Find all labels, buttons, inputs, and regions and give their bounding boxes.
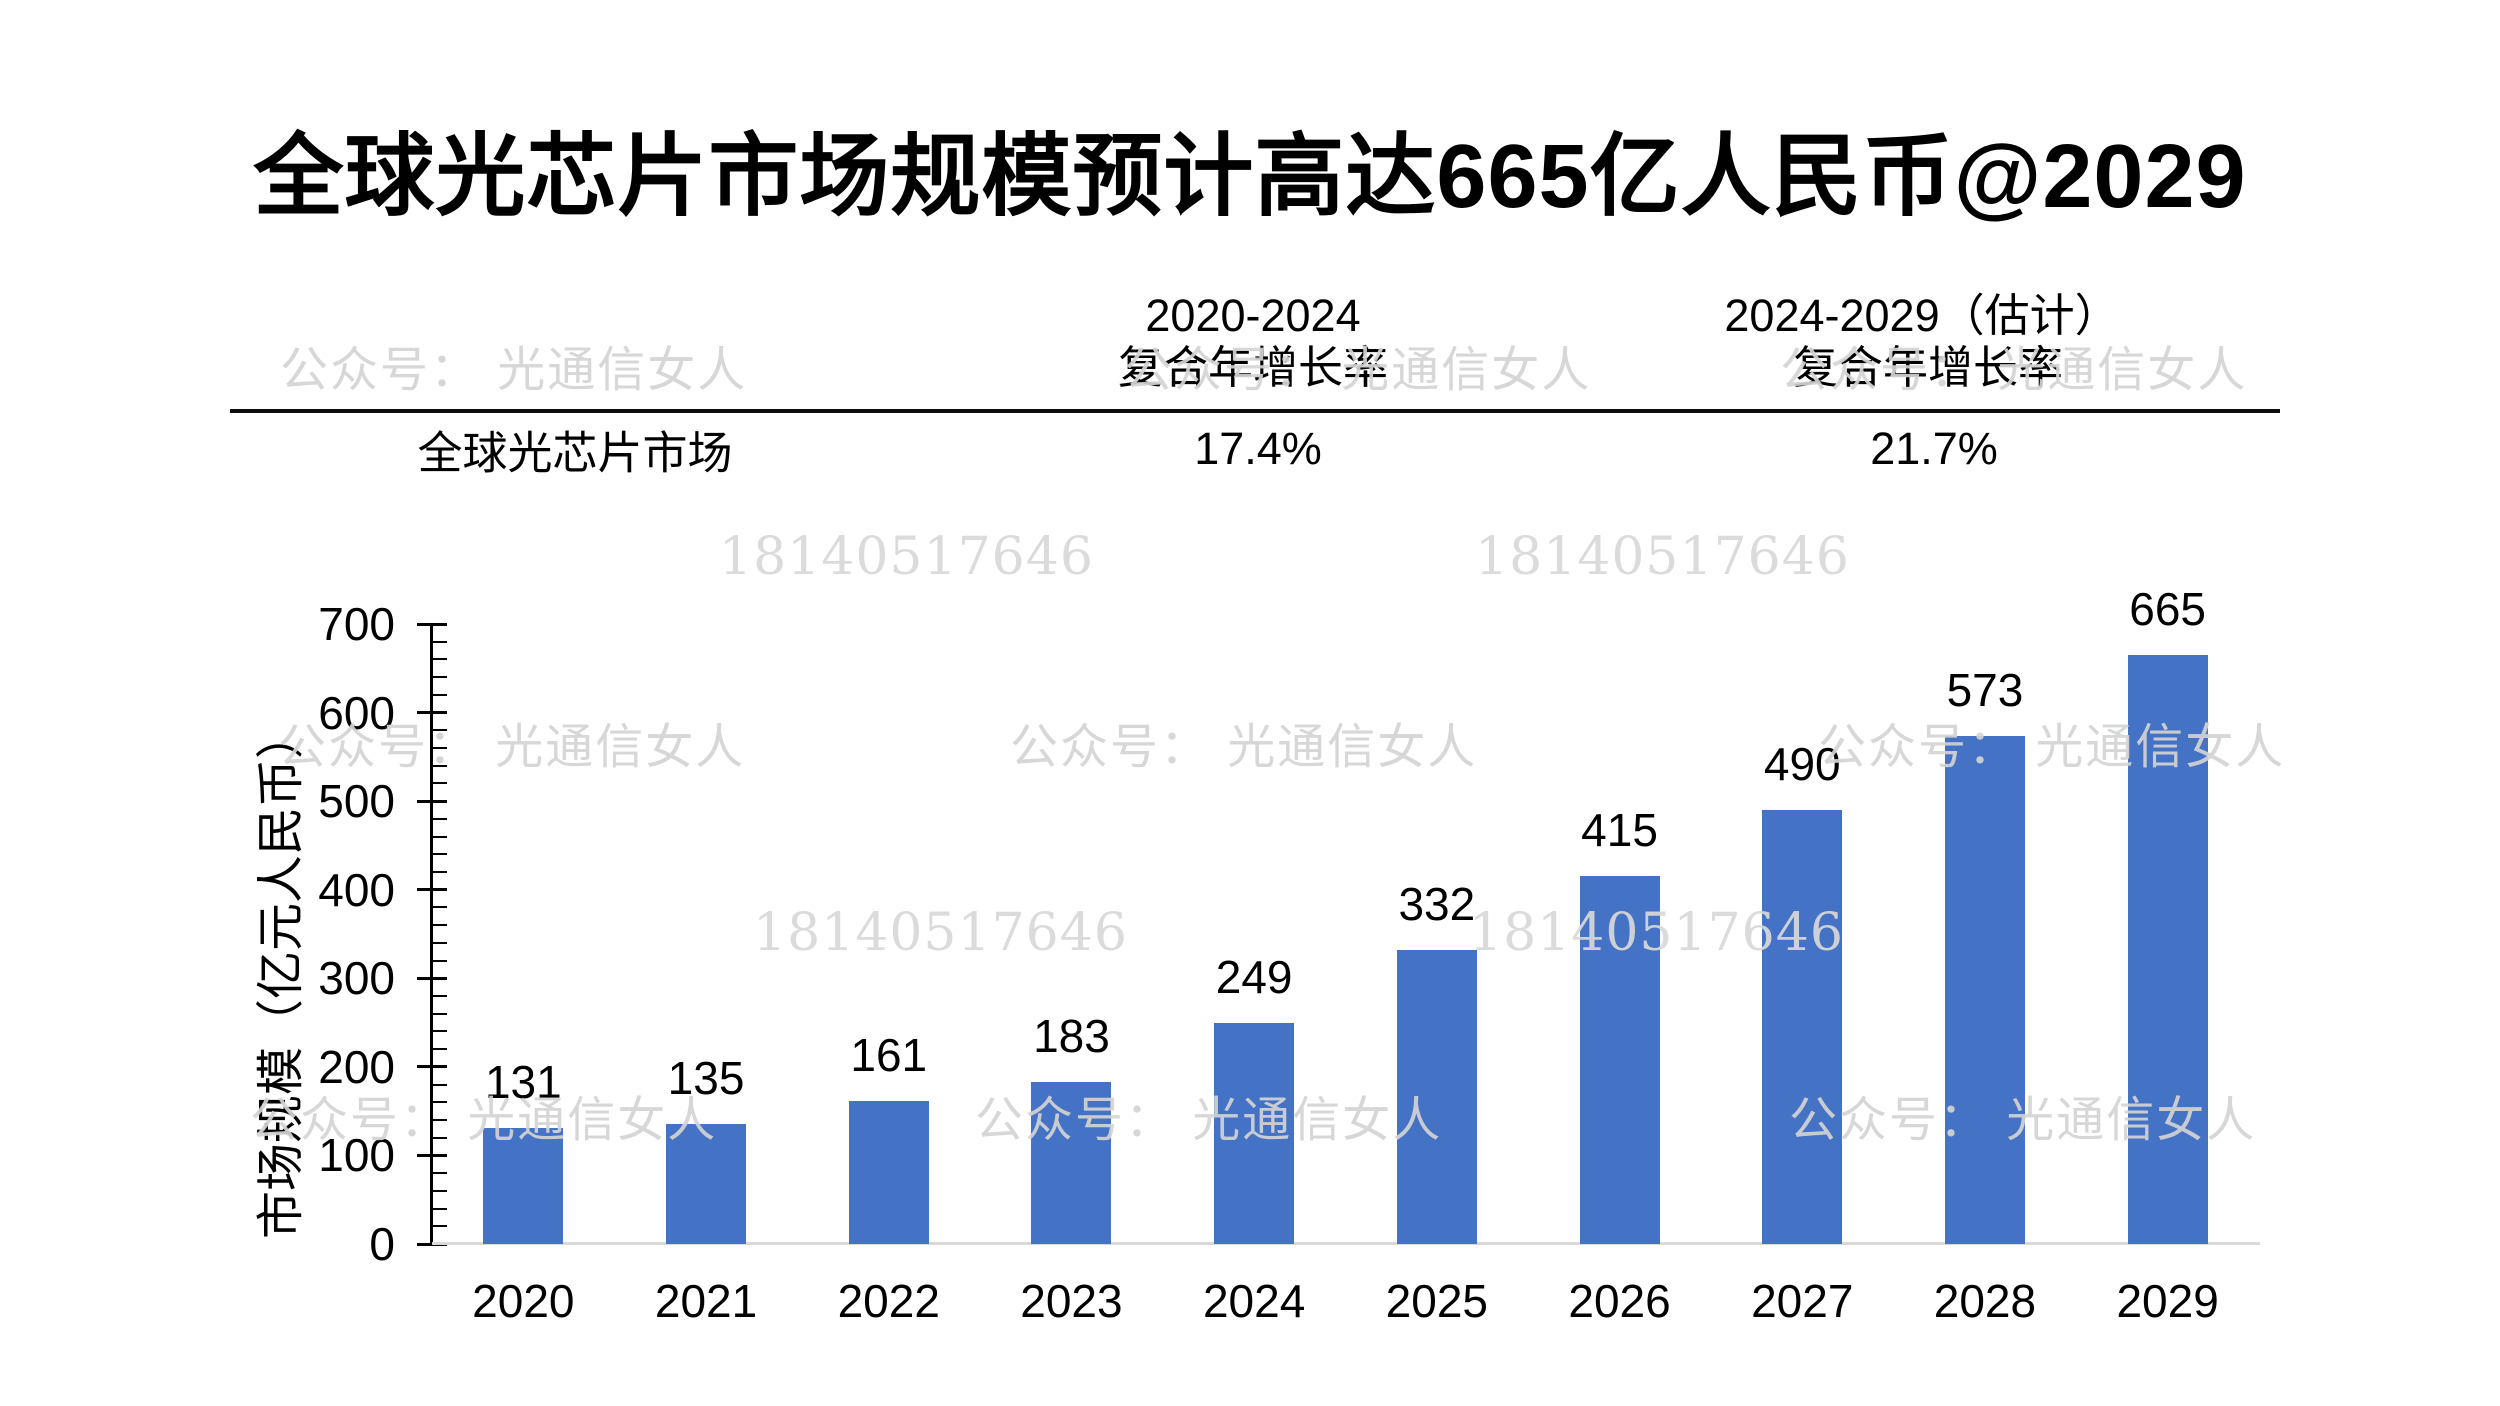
y-axis-line — [430, 624, 433, 1245]
table-col-header-2024-2029-line1: 2024-2029（估计） — [1724, 290, 2120, 341]
y-axis-minor-tick — [433, 782, 447, 785]
table-row-value-cagr-2024-2029: 21.7% — [1870, 423, 1998, 474]
y-axis-minor-tick — [433, 853, 447, 856]
y-axis-minor-tick — [433, 995, 447, 997]
table-col-header-2024-2029-line2: 复合年增长率 — [1792, 342, 2064, 393]
bar-2020 — [483, 1127, 564, 1244]
bar-value-label: 490 — [1763, 738, 1841, 790]
bar-2026 — [1579, 876, 1660, 1244]
y-axis-minor-tick — [433, 906, 447, 909]
y-axis-minor-tick — [433, 924, 447, 927]
y-axis-minor-tick — [433, 1172, 447, 1175]
x-axis-year-label: 2026 — [1568, 1275, 1671, 1327]
y-axis-major-tick — [417, 622, 447, 626]
bar-value-label: 249 — [1215, 951, 1293, 1004]
y-axis-tick-label: 400 — [318, 863, 395, 916]
y-axis-minor-tick — [433, 817, 447, 820]
y-axis-minor-tick — [433, 747, 447, 749]
bar-2025 — [1396, 949, 1477, 1244]
y-axis-major-tick — [417, 1153, 447, 1157]
bar-value-label: 665 — [2129, 583, 2207, 635]
bar-2027 — [1762, 810, 1843, 1244]
table-col-header-2020-2024-line2: 复合年增长率 — [1117, 342, 1389, 393]
x-axis-year-label: 2029 — [2116, 1275, 2219, 1327]
y-axis-minor-tick — [433, 693, 447, 696]
watermark-phone: 18140517646 — [1475, 527, 1850, 587]
x-axis-year-label: 2025 — [1385, 1275, 1489, 1327]
y-axis-major-tick — [417, 799, 447, 803]
y-axis-major-tick — [417, 976, 447, 980]
y-axis-major-tick — [417, 1065, 447, 1069]
watermark-account: 公众号： 光通信女人 — [280, 342, 748, 398]
y-axis-major-tick — [417, 711, 447, 715]
y-axis-tick-label: 500 — [318, 775, 395, 828]
bar-value-label: 332 — [1398, 877, 1476, 930]
y-axis-minor-tick — [433, 729, 447, 732]
bar-2029 — [2127, 655, 2208, 1244]
y-axis-minor-tick — [433, 1048, 447, 1051]
y-axis-tick-label: 600 — [318, 686, 395, 739]
bar-2024 — [1214, 1023, 1295, 1244]
y-axis-minor-tick — [433, 1225, 447, 1228]
x-axis-year-label: 2020 — [472, 1275, 575, 1327]
x-axis-year-label: 2028 — [1933, 1275, 2037, 1327]
bar-2022 — [848, 1101, 929, 1244]
x-axis-year-label: 2021 — [654, 1275, 758, 1327]
y-axis-minor-tick — [433, 764, 447, 767]
y-axis-tick-label: 300 — [318, 952, 395, 1005]
y-axis-minor-tick — [433, 658, 447, 661]
x-axis-year-label: 2024 — [1202, 1275, 1306, 1327]
x-axis-year-label: 2023 — [1020, 1275, 1123, 1327]
bar-2028 — [1944, 736, 2025, 1244]
y-axis-minor-tick — [433, 1136, 447, 1139]
x-axis-year-label: 2022 — [837, 1275, 940, 1327]
y-axis-minor-tick — [433, 871, 447, 873]
y-axis-minor-tick — [433, 1101, 447, 1104]
table-row-label: 全球光芯片市场 — [417, 427, 733, 479]
y-axis-minor-tick — [433, 1207, 447, 1210]
y-axis-minor-tick — [433, 1083, 447, 1086]
y-axis-tick-label: 0 — [369, 1218, 395, 1270]
bar-value-label: 161 — [850, 1029, 928, 1082]
bar-2021 — [666, 1124, 747, 1244]
table-row-value-cagr-2020-2024: 17.4% — [1194, 423, 1322, 474]
y-axis-title: 市场规模（亿元人民币） — [255, 710, 308, 1240]
y-axis-major-tick — [417, 888, 447, 892]
bar-value-label: 135 — [667, 1052, 745, 1105]
y-axis-minor-tick — [433, 1012, 447, 1015]
bar-value-label: 415 — [1581, 804, 1658, 857]
bar-value-label: 573 — [1946, 664, 2024, 717]
y-axis-minor-tick — [433, 1030, 447, 1033]
watermark-phone: 18140517646 — [719, 527, 1094, 587]
bar-2023 — [1031, 1081, 1112, 1244]
watermark-account: 公众号： 光通信女人 — [1010, 719, 1478, 775]
x-axis-line — [432, 1242, 2260, 1245]
table-col-header-2020-2024-line1: 2020-2024 — [1145, 290, 1361, 341]
x-axis-year-label: 2027 — [1751, 1275, 1854, 1327]
y-axis-minor-tick — [433, 959, 447, 962]
y-axis-minor-tick — [433, 1189, 447, 1192]
table-divider — [230, 409, 2280, 413]
y-axis-tick-label: 700 — [318, 598, 395, 650]
y-axis-minor-tick — [433, 1119, 447, 1121]
bar-value-label: 183 — [1033, 1009, 1110, 1062]
y-axis-minor-tick — [433, 676, 447, 679]
y-axis-minor-tick — [433, 835, 447, 838]
page-title: 全球光芯片市场规模预计高达665亿人民币@2029 — [253, 127, 2247, 227]
y-axis-minor-tick — [433, 640, 447, 643]
y-axis-tick-label: 200 — [318, 1040, 395, 1093]
watermark-phone: 18140517646 — [753, 903, 1128, 963]
y-axis-tick-label: 100 — [318, 1129, 395, 1182]
bar-value-label: 131 — [484, 1055, 562, 1108]
y-axis-minor-tick — [433, 941, 447, 944]
